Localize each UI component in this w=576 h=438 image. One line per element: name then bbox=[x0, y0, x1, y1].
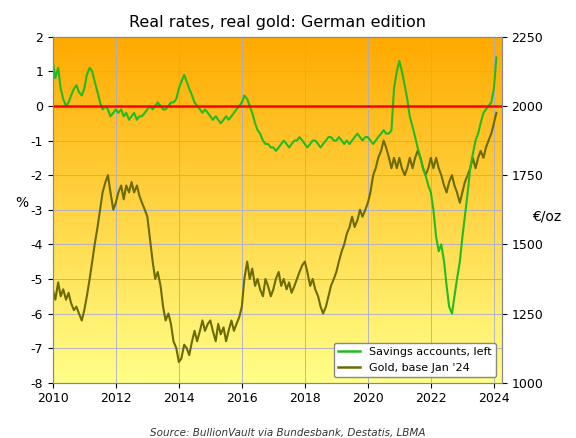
Title: Real rates, real gold: German edition: Real rates, real gold: German edition bbox=[129, 15, 426, 30]
Y-axis label: %: % bbox=[15, 196, 28, 210]
Text: Source: BullionVault via Bundesbank, Destatis, LBMA: Source: BullionVault via Bundesbank, Des… bbox=[150, 428, 426, 438]
Legend: Savings accounts, left, Gold, base Jan '24: Savings accounts, left, Gold, base Jan '… bbox=[334, 343, 496, 377]
Y-axis label: €/oz: €/oz bbox=[532, 210, 561, 224]
